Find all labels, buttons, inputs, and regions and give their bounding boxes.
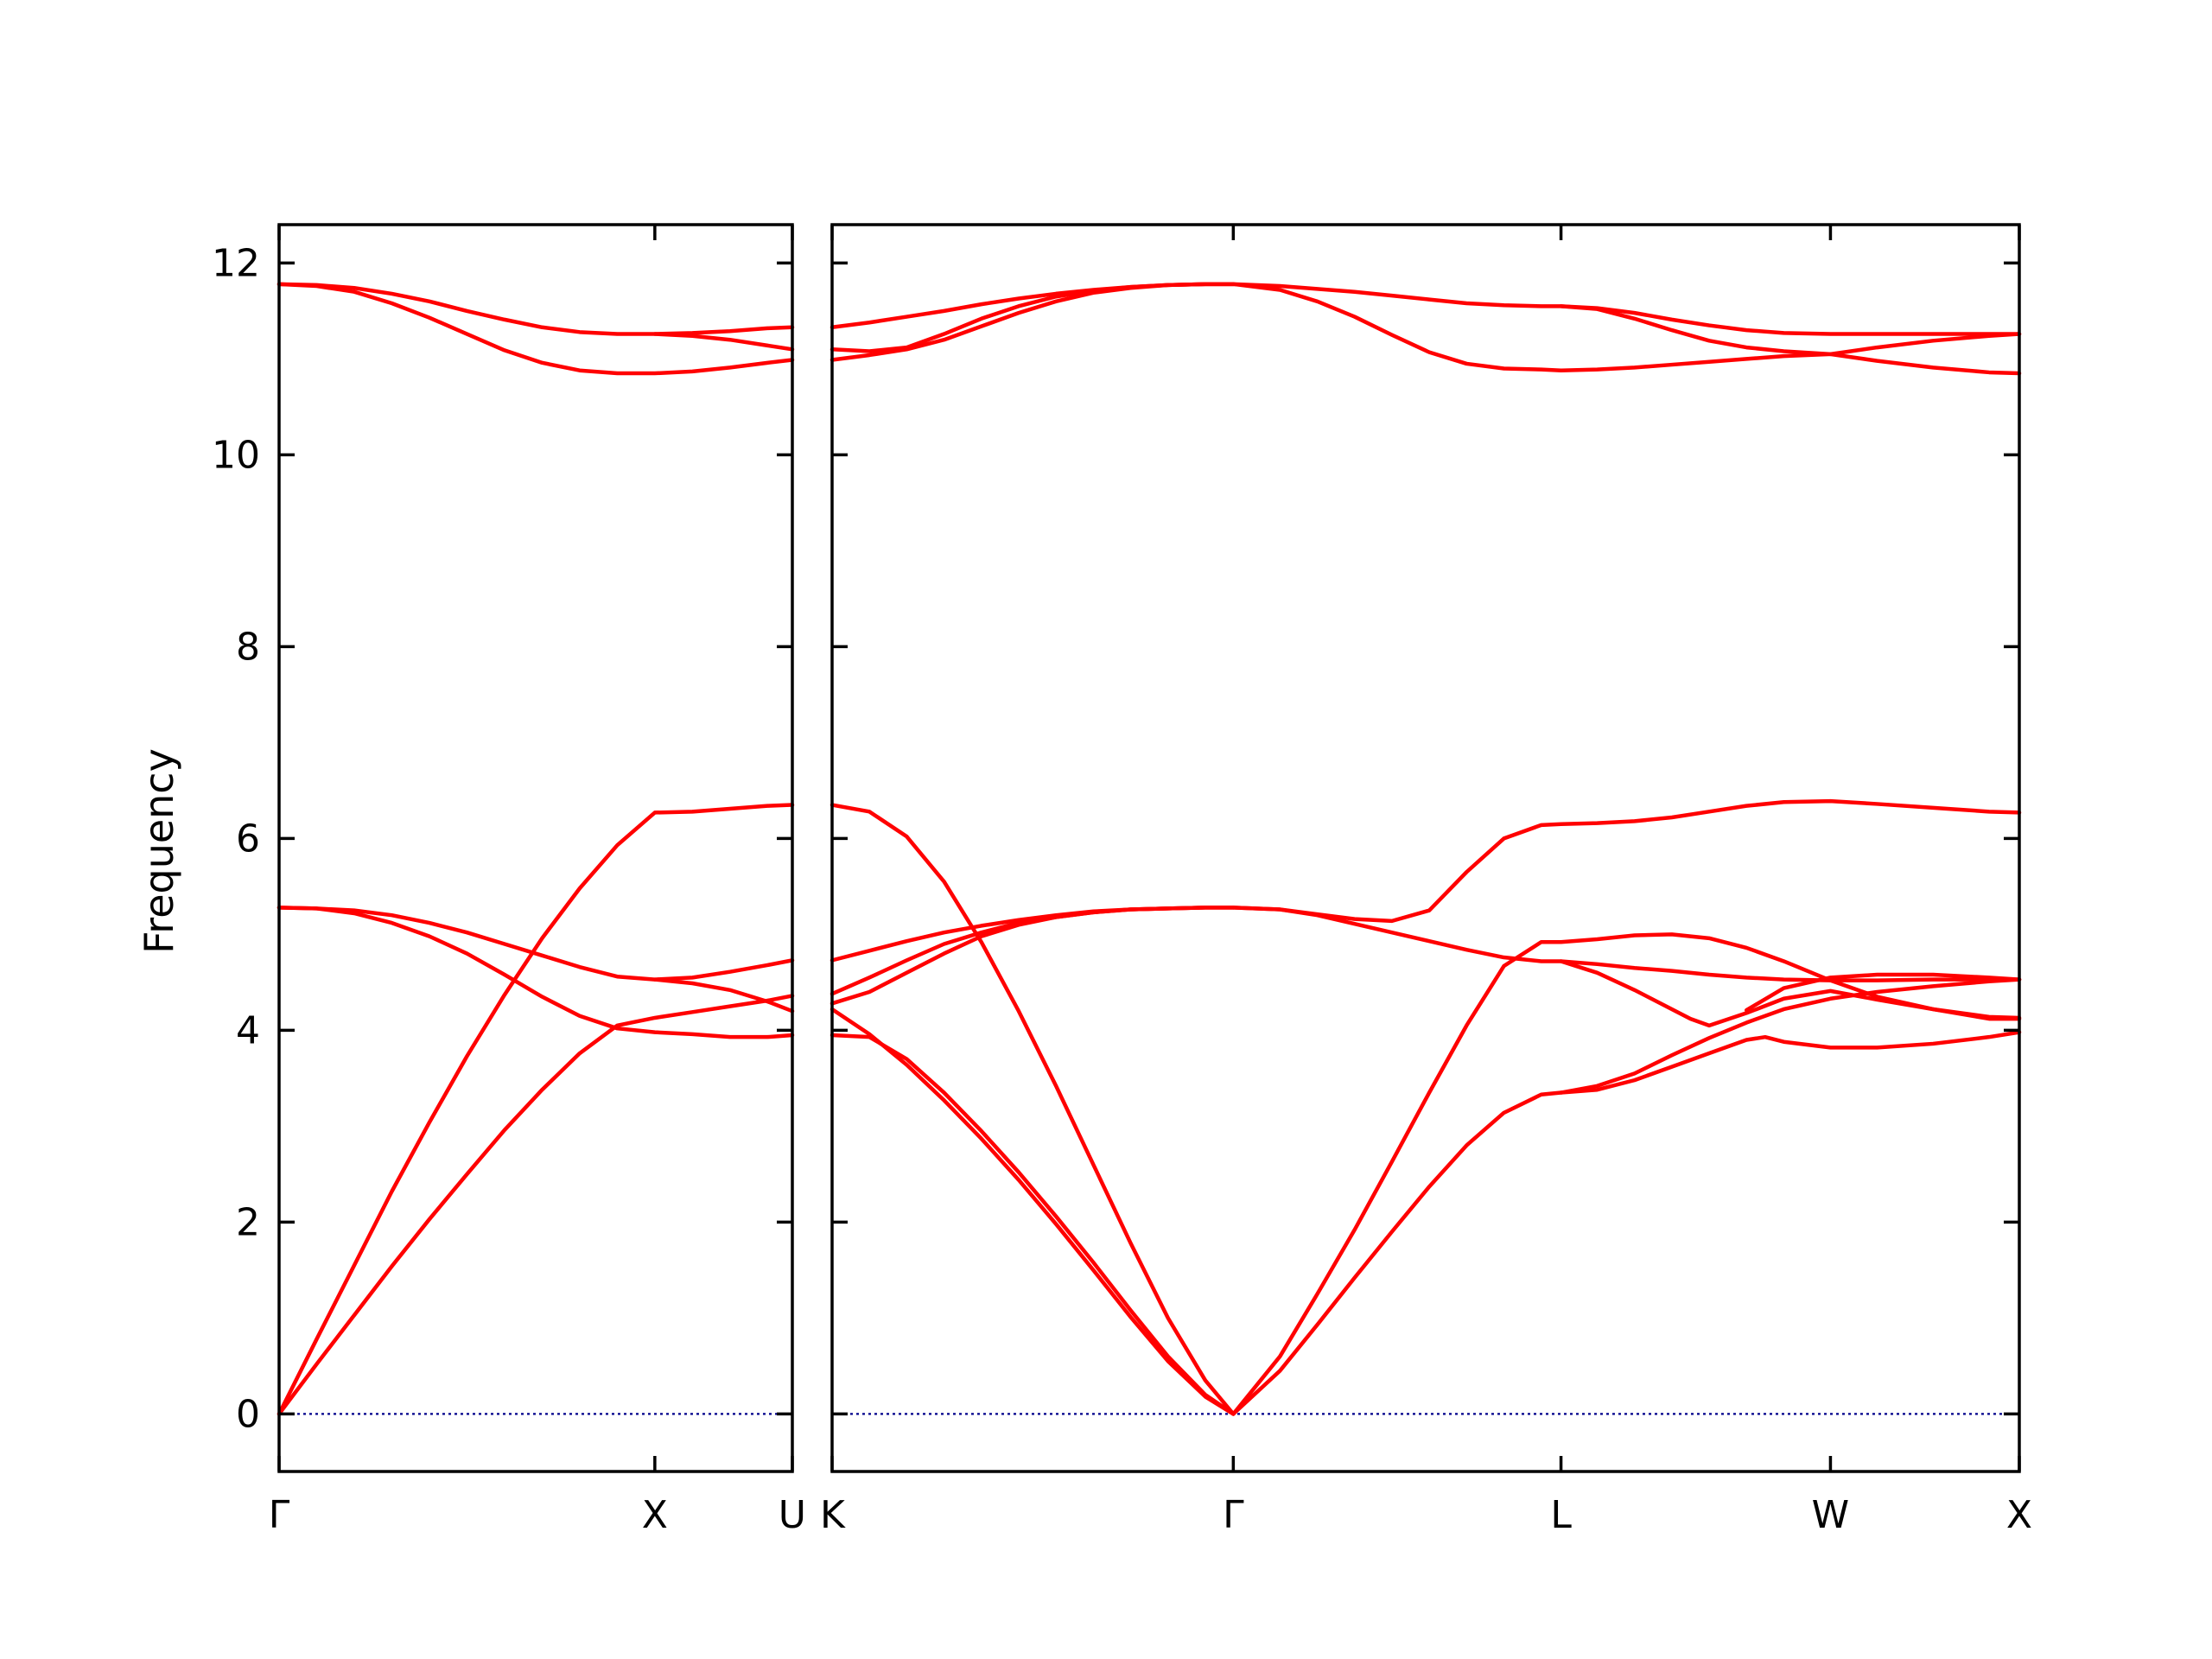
x-tick-label-Γ: Γ <box>269 1493 290 1537</box>
phonon-band-2-2 <box>830 1007 1236 1416</box>
panel-frame <box>277 223 794 1473</box>
phonon-band-2-19 <box>1559 304 2022 376</box>
phonon-band-1-6 <box>276 282 795 376</box>
x-tick-label-L: L <box>1550 1493 1572 1537</box>
y-tick-label: 4 <box>236 1008 260 1052</box>
x-tick-label-X: X <box>642 1493 668 1537</box>
y-tick-label: 6 <box>236 817 260 861</box>
phonon-band-1-5 <box>652 958 795 982</box>
phonon-band-2-6 <box>830 906 1236 963</box>
y-tick-label: 8 <box>236 625 260 669</box>
phonon-band-1-7 <box>276 282 795 352</box>
phonon-band-2-12 <box>1231 798 2022 924</box>
x-tick-label-Γ: Γ <box>1223 1493 1244 1537</box>
phonon-band-1-3 <box>276 906 795 1039</box>
y-tick-label: 2 <box>236 1200 260 1244</box>
x-tick-label-W: W <box>1812 1493 1850 1537</box>
phonon-band-1-2 <box>276 994 795 1416</box>
phonon-band-2-18 <box>1231 282 2022 372</box>
x-tick-label-U: U <box>779 1493 806 1537</box>
phonon-band-2-10 <box>1231 932 2022 1416</box>
phonon-band-1-8 <box>652 325 795 336</box>
chart-panels: 0 2 4 6 8 10 12 Γ X U K Γ L W X <box>212 223 2032 1537</box>
phonon-band-1-4 <box>276 906 795 1014</box>
x-tick-label-X: X <box>2006 1493 2032 1537</box>
panel-frame <box>830 223 2021 1473</box>
x-tick-label-K: K <box>820 1493 846 1537</box>
y-tick-label: 12 <box>212 241 260 285</box>
phonon-band-2-14 <box>1559 959 2022 1028</box>
phonon-band-2-11 <box>1231 977 2022 1416</box>
panel-1: 0 2 4 6 8 10 12 Γ X U <box>212 223 806 1537</box>
phonon-band-2-13 <box>1231 906 2022 982</box>
phonon-band-2-1 <box>830 803 1236 1416</box>
phonon-band-2-9 <box>830 282 1236 330</box>
phonon-band-2-3 <box>830 1033 1236 1416</box>
y-tick-label: 10 <box>212 433 260 477</box>
phonon-band-1-1 <box>276 803 795 1416</box>
phonon-band-2-17 <box>1231 282 2022 336</box>
y-axis-label: Frequency <box>136 748 182 954</box>
phonon-band-2-16 <box>1745 972 2022 1013</box>
phonon-band-2-15 <box>1559 1030 2022 1095</box>
y-tick-label: 0 <box>236 1392 260 1436</box>
